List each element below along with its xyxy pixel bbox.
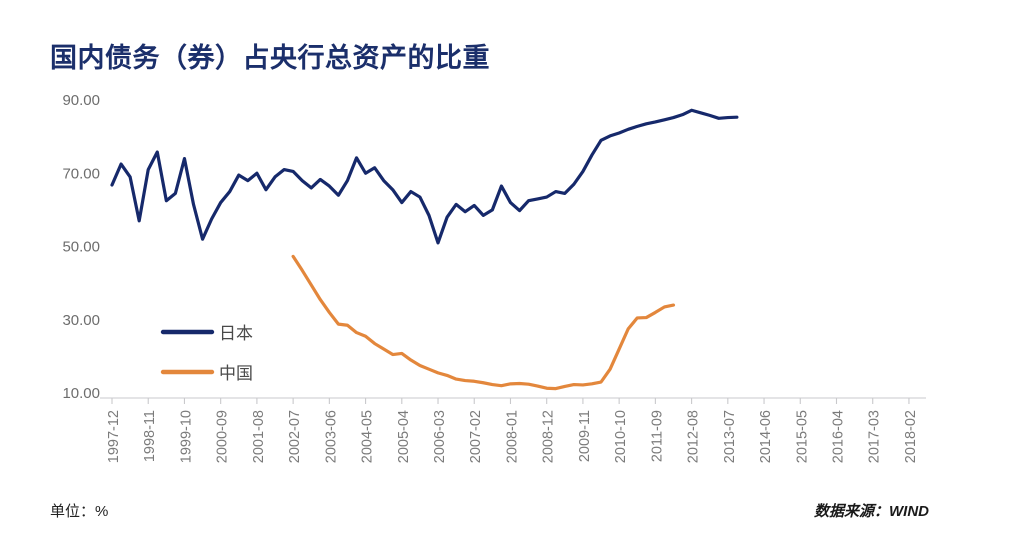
x-axis-tick-labels: 1997-12 1998-11 1999-10 2000-09 2001-08 2002-… — [106, 410, 919, 463]
y-axis-tick-label: 90.00 — [62, 92, 100, 109]
y-axis-tick-labels: 10.00 30.00 50.00 70.00 90.00 — [62, 92, 100, 402]
legend-label: 日本 — [219, 324, 253, 343]
x-axis-tick-label: 2011-09 — [649, 410, 665, 462]
x-axis-tick-label: 2016-04 — [830, 410, 846, 463]
x-axis-tick-label: 2010-10 — [613, 410, 629, 463]
y-axis-tick-label: 10.00 — [62, 385, 100, 402]
series-japan-line — [110, 108, 739, 245]
unit-note: 单位：% — [50, 503, 109, 520]
x-axis-tick-label: 2006-03 — [432, 410, 448, 463]
x-axis-tick-label: 2008-01 — [504, 410, 520, 463]
series-polyline — [291, 254, 676, 391]
x-axis-tick-label: 1999-10 — [178, 410, 194, 463]
x-axis-tick-label: 1997-12 — [106, 410, 122, 463]
x-axis-tick-label: 2009-11 — [577, 410, 593, 462]
x-axis-tick-label: 2013-07 — [722, 410, 738, 463]
series-polyline — [110, 108, 739, 245]
x-axis-tick-label: 2001-08 — [251, 410, 267, 463]
x-axis-tick-label: 2015-05 — [794, 410, 810, 463]
x-axis-tick-label: 2008-12 — [541, 410, 557, 463]
x-axis-tick-label: 2000-09 — [215, 410, 231, 463]
y-axis-tick-label: 70.00 — [62, 165, 100, 182]
y-axis-tick-label: 50.00 — [62, 239, 100, 256]
x-axis-tick-label: 2005-04 — [396, 410, 412, 463]
legend-label: 中国 — [219, 364, 253, 383]
x-axis-tick-label: 2007-02 — [468, 410, 484, 463]
x-axis-tick-label: 2003-06 — [323, 410, 339, 463]
x-axis-tick-label: 2012-08 — [686, 410, 702, 463]
x-axis-tick-label: 2017-03 — [867, 410, 883, 463]
page-title: 国内债务（券）占央行总资产的比重 — [50, 43, 490, 73]
x-axis-tick-label: 2014-06 — [758, 410, 774, 463]
x-axis-tick-label: 2002-07 — [287, 410, 303, 463]
x-axis-tick-label: 2004-05 — [360, 410, 376, 463]
x-axis-tick-label: 2018-02 — [903, 410, 919, 463]
series-china-line — [291, 254, 676, 391]
x-axis-tick-label: 1998-11 — [142, 410, 158, 462]
x-axis-line-group — [100, 397, 926, 404]
y-axis-tick-label: 30.00 — [62, 312, 100, 329]
source-note: 数据来源：WIND — [814, 503, 929, 520]
